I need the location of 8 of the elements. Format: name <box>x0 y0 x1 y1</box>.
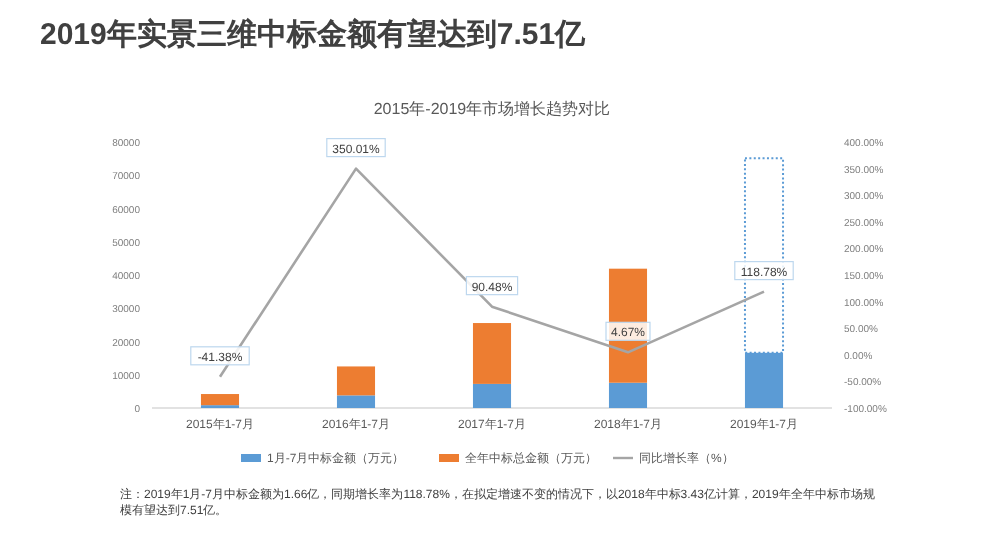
bar <box>608 382 648 408</box>
chart-subtitle: 2015年-2019年市场增长趋势对比 <box>373 100 611 118</box>
bar <box>336 366 376 396</box>
bar <box>336 395 376 408</box>
bar <box>472 383 512 408</box>
chart-title: 2019年实景三维中标金额有望达到7.51亿 <box>40 16 588 52</box>
bar <box>472 323 512 384</box>
bar <box>200 394 240 406</box>
